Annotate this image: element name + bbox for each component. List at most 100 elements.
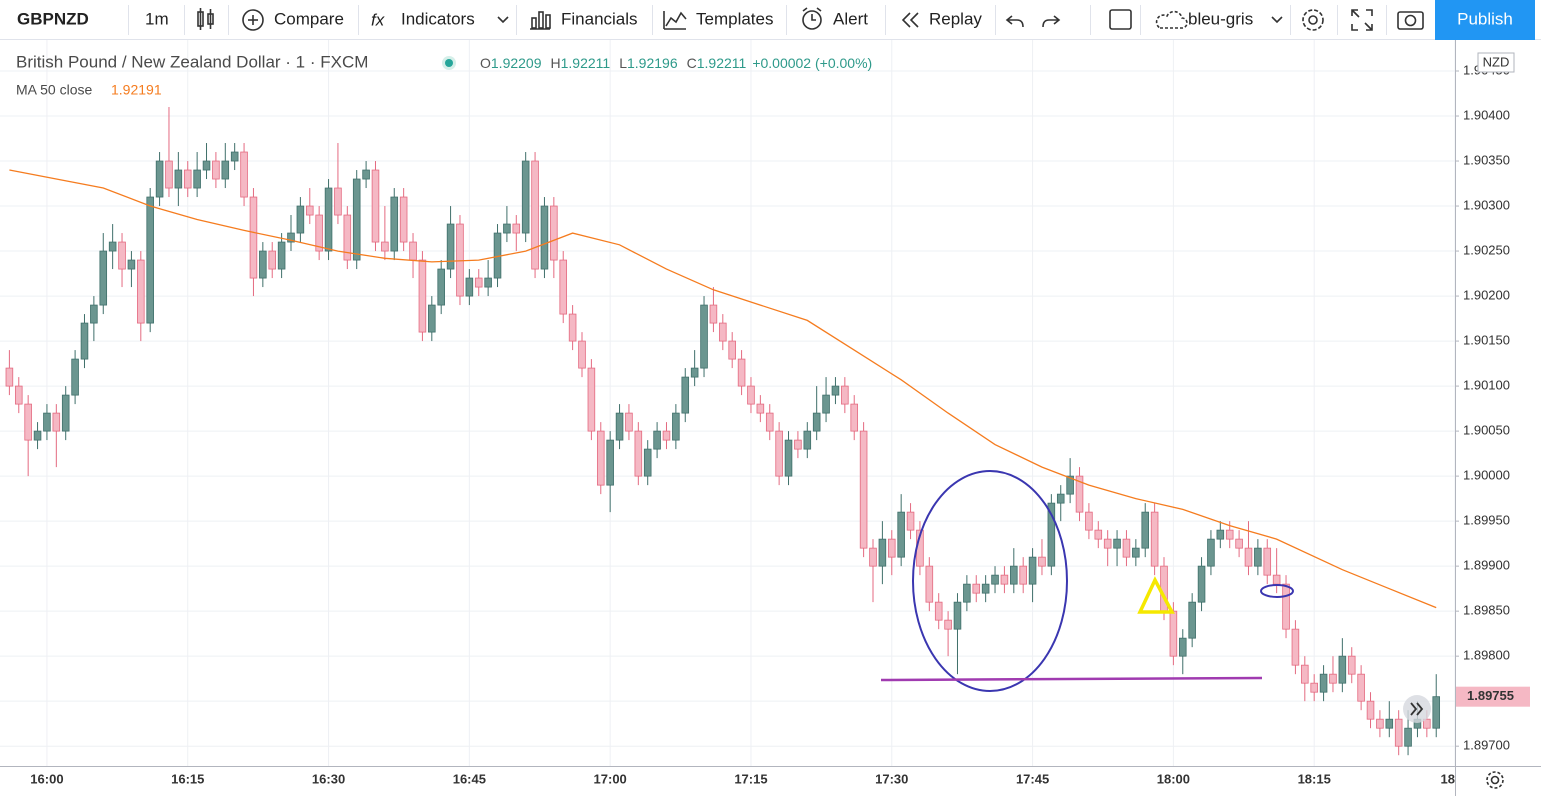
scroll-icon[interactable] — [1410, 702, 1424, 716]
candle-body — [578, 340, 586, 369]
candle-body — [437, 268, 445, 306]
candle-body — [1010, 565, 1018, 585]
candle-body — [1319, 673, 1328, 693]
candle-body — [681, 376, 690, 414]
settings-icon[interactable] — [1302, 9, 1324, 31]
x-tick-label: 18 — [1441, 771, 1455, 786]
snapshot-icon[interactable] — [1397, 11, 1424, 30]
alert-icon[interactable] — [802, 7, 822, 30]
ohlc-label: C — [687, 55, 697, 71]
candle-body — [5, 367, 14, 387]
layout-icon[interactable] — [1109, 9, 1132, 30]
candle-body — [784, 439, 793, 477]
candle-body — [850, 403, 859, 432]
candle-body — [1282, 583, 1290, 630]
candle-body — [1132, 547, 1140, 558]
toolbar-button[interactable]: Financials — [561, 9, 638, 28]
candle-body — [934, 601, 943, 621]
chart-type-icon[interactable] — [197, 8, 214, 30]
candle-body — [305, 205, 314, 216]
ohlc-value: 1.92209 — [491, 55, 542, 71]
publish-label[interactable]: Publish — [1457, 9, 1513, 28]
candle-body — [794, 439, 802, 450]
candle-body — [315, 214, 323, 252]
y-tick-label: 1.90100 — [1463, 378, 1510, 393]
candle-body — [1085, 511, 1093, 531]
candle-body — [897, 511, 905, 558]
toolbar-button[interactable]: Indicators — [401, 9, 475, 28]
dropdown-icon[interactable] — [497, 16, 509, 24]
candle-body — [381, 241, 389, 252]
candle-body — [1169, 610, 1178, 657]
candle-body — [1301, 664, 1309, 684]
y-tick-label: 1.90200 — [1463, 288, 1510, 303]
candle-body — [559, 259, 568, 315]
candle-body — [268, 250, 277, 270]
candle-body — [503, 223, 511, 234]
toolbar-button[interactable]: Alert — [833, 9, 868, 28]
candle-body — [1094, 529, 1103, 540]
candle-body — [756, 403, 765, 414]
last-price-label: 1.89755 — [1467, 688, 1514, 703]
fx-icon[interactable]: fx — [371, 10, 385, 29]
candle-body — [418, 259, 427, 333]
candle-body — [1103, 538, 1112, 549]
symbol[interactable]: GBPNZD — [17, 9, 89, 28]
candle-body — [1394, 718, 1403, 747]
candle-body — [672, 412, 680, 441]
x-tick-label: 16:30 — [312, 771, 345, 786]
candle-body — [944, 619, 952, 630]
interval[interactable]: 1m — [145, 9, 169, 28]
candle-body — [90, 304, 98, 324]
currency-box — [1477, 52, 1515, 73]
candle-body — [202, 160, 211, 171]
candle-body — [878, 538, 887, 567]
cloud-icon[interactable] — [1155, 10, 1188, 29]
candle-body — [362, 169, 370, 180]
fullscreen-icon[interactable] — [1351, 9, 1373, 31]
y-tick-label: 1.89850 — [1463, 603, 1510, 618]
ma-value: 1.92191 — [111, 82, 162, 98]
financials-icon[interactable] — [530, 11, 551, 30]
theme-name[interactable]: bleu-gris — [1188, 9, 1253, 28]
toolbar-button[interactable]: Replay — [929, 9, 982, 28]
candle-body — [296, 205, 305, 234]
drawing-ellipse — [1260, 584, 1294, 598]
candle-body — [1216, 529, 1225, 540]
toolbar-button[interactable]: Compare — [274, 9, 344, 28]
candle-body — [765, 412, 774, 432]
candle-body — [634, 430, 643, 477]
candle-body — [174, 169, 183, 189]
candle-body — [991, 574, 999, 585]
ohlc-value: 1.92211 — [697, 55, 747, 71]
dropdown-icon[interactable] — [1271, 16, 1283, 24]
candle-body — [474, 277, 483, 288]
candle-body — [1272, 574, 1281, 585]
compare-icon[interactable] — [242, 9, 264, 31]
candle-body — [887, 538, 896, 558]
undo-icon[interactable] — [1005, 15, 1024, 28]
drawing-triangle — [1137, 576, 1175, 614]
redo-icon[interactable] — [1042, 15, 1061, 28]
templates-icon[interactable] — [663, 11, 687, 30]
candle-body — [146, 196, 154, 324]
candle-body — [1056, 493, 1065, 504]
axis-settings-icon[interactable] — [1486, 771, 1504, 789]
candle-body — [52, 412, 61, 432]
candle-body — [1028, 556, 1037, 585]
ohlc-label: O — [480, 55, 491, 71]
x-tick-label: 18:00 — [1157, 771, 1190, 786]
candle-body — [343, 214, 352, 261]
candle-body — [1310, 682, 1318, 693]
toolbar-button[interactable]: Templates — [696, 9, 773, 28]
candle-body — [1178, 637, 1187, 657]
publish-button[interactable] — [1435, 0, 1535, 40]
candle-body — [1188, 601, 1196, 639]
candle-body — [277, 241, 286, 270]
candle-body — [1347, 655, 1356, 675]
replay-icon[interactable] — [901, 12, 919, 28]
candle-body — [43, 412, 51, 432]
candle-body — [906, 511, 915, 531]
candle-body — [1404, 727, 1412, 747]
candle-body — [822, 394, 830, 414]
